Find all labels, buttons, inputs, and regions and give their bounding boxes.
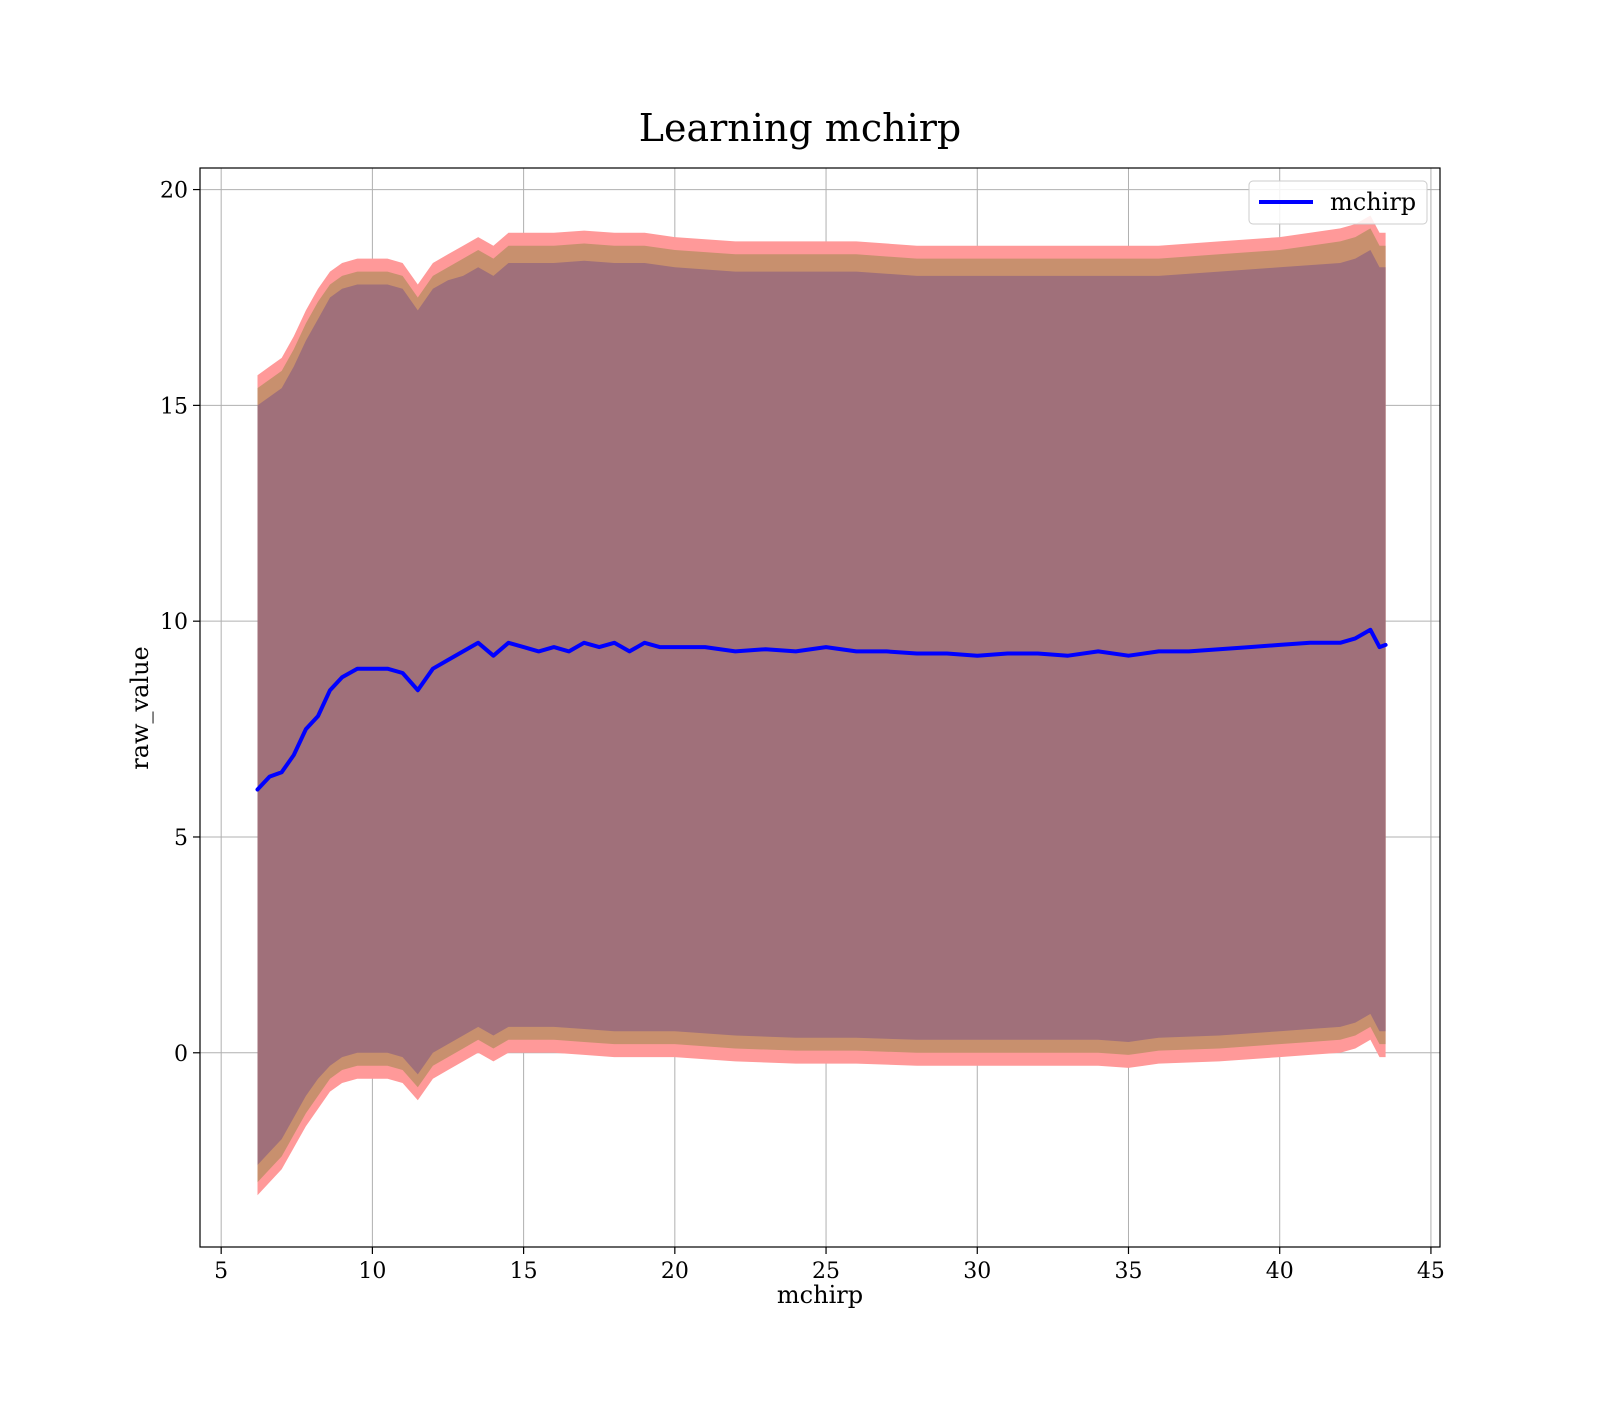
y-tick-label: 20: [160, 179, 188, 204]
x-tick-label: 15: [510, 1259, 538, 1284]
legend-label: mchirp: [1330, 188, 1416, 216]
x-axis-ticks: 5 10 15 20 25 30 35 40 45: [214, 1247, 1445, 1284]
y-tick-label: 5: [174, 826, 188, 851]
x-tick-label: 30: [963, 1259, 991, 1284]
legend: mchirp: [1248, 180, 1428, 225]
x-tick-label: 35: [1114, 1259, 1142, 1284]
y-tick-label: 15: [160, 394, 188, 419]
series-line-mchirp: [255, 627, 1388, 792]
series-lines: [255, 627, 1388, 792]
x-tick-label: 45: [1417, 1259, 1445, 1284]
y-tick-label: 0: [174, 1042, 188, 1067]
x-axis-label: mchirp: [777, 1281, 863, 1309]
plot-frame: [199, 167, 1441, 1248]
confidence-bands: [257, 215, 1386, 1196]
x-tick-label: 5: [214, 1259, 228, 1284]
x-tick-label: 40: [1266, 1259, 1294, 1284]
x-tick-label: 10: [358, 1259, 386, 1284]
x-tick-label: 25: [812, 1259, 840, 1284]
y-axis-ticks: 0 5 10 15 20: [160, 179, 200, 1067]
legend-box: [1248, 180, 1428, 225]
x-tick-label: 20: [661, 1259, 689, 1284]
band-inner: [257, 250, 1386, 1165]
y-tick-label: 10: [160, 610, 188, 635]
chart-title: Learning mchirp: [639, 106, 961, 150]
y-axis-label: raw_value: [126, 646, 154, 770]
